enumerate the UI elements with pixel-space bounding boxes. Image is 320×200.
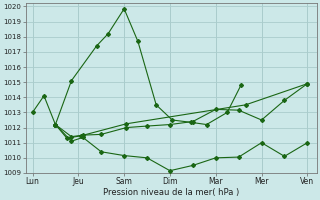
- X-axis label: Pression niveau de la mer( hPa ): Pression niveau de la mer( hPa ): [103, 188, 239, 197]
